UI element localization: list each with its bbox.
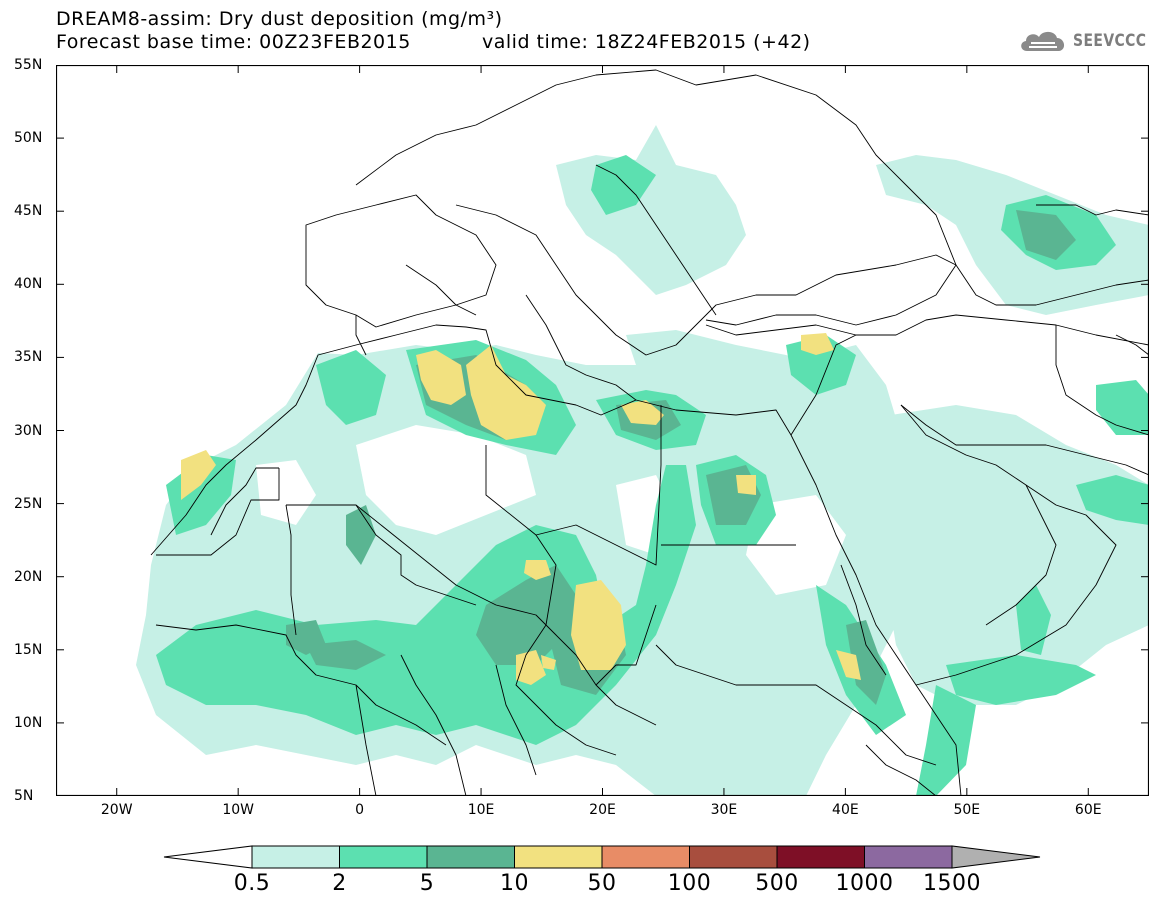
- legend-color-box: [251, 845, 340, 869]
- legend-label: 1500: [923, 871, 981, 896]
- legend-label: 2: [332, 871, 347, 896]
- legend-label: 10: [500, 871, 529, 896]
- lon-label: 10E: [467, 802, 495, 818]
- country-borders: [150, 69, 1149, 796]
- lon-label: 60E: [1074, 802, 1102, 818]
- valid-time: valid time: 18Z24FEB2015 (+42): [482, 31, 811, 53]
- lat-label: 55N: [14, 57, 43, 73]
- legend-over-arrow: [951, 845, 1041, 869]
- legend-colorbar: [163, 845, 1041, 869]
- legend-label: 100: [667, 871, 712, 896]
- dust-map: [56, 65, 1149, 796]
- map-title: DREAM8-assim: Dry dust deposition (mg/m³…: [56, 8, 503, 30]
- legend-color-box: [426, 845, 515, 869]
- lat-label: 45N: [14, 203, 43, 220]
- lat-label: 30N: [14, 422, 43, 439]
- axis-ticks: [56, 65, 1149, 796]
- lon-label: 50E: [953, 802, 981, 818]
- legend-color-box: [514, 845, 603, 869]
- lat-label: 25N: [14, 495, 43, 512]
- seevccc-logo: SEEVCCC: [1017, 26, 1163, 56]
- lat-label: 10N: [14, 714, 43, 731]
- legend-label: 1000: [835, 871, 894, 896]
- cloud-icon: [1021, 31, 1065, 51]
- lat-label: 20N: [14, 568, 43, 585]
- legend-color-box: [689, 845, 778, 869]
- logo-text: SEEVCCC: [1073, 31, 1147, 51]
- legend-under-arrow: [163, 845, 253, 869]
- dust-deposition-field: [136, 125, 1149, 796]
- forecast-base-time: Forecast base time: 00Z23FEB2015: [56, 31, 411, 53]
- legend-color-box: [776, 845, 865, 869]
- lat-label: 50N: [14, 130, 43, 147]
- color-legend: 0.5 2 5 10 50 100 500 1000 1500: [160, 842, 1045, 902]
- lat-label: 40N: [14, 276, 43, 293]
- legend-label: 500: [755, 871, 799, 896]
- lon-label: 10W: [222, 802, 254, 818]
- legend-color-box: [864, 845, 953, 869]
- map-canvas: [56, 65, 1149, 796]
- legend-color-box: [601, 845, 690, 869]
- lon-label: 20E: [589, 802, 616, 818]
- legend-color-box: [339, 845, 428, 869]
- lat-label: 15N: [14, 641, 43, 658]
- lon-label: 0: [355, 802, 365, 818]
- legend-label: 0.5: [233, 871, 271, 896]
- legend-label: 5: [419, 871, 435, 896]
- lon-label: 20W: [100, 802, 133, 818]
- lon-label: 40E: [832, 802, 859, 818]
- lat-label: 5N: [14, 788, 34, 804]
- lon-label: 30E: [710, 802, 738, 818]
- legend-label: 50: [587, 871, 617, 896]
- lat-label: 35N: [14, 349, 43, 366]
